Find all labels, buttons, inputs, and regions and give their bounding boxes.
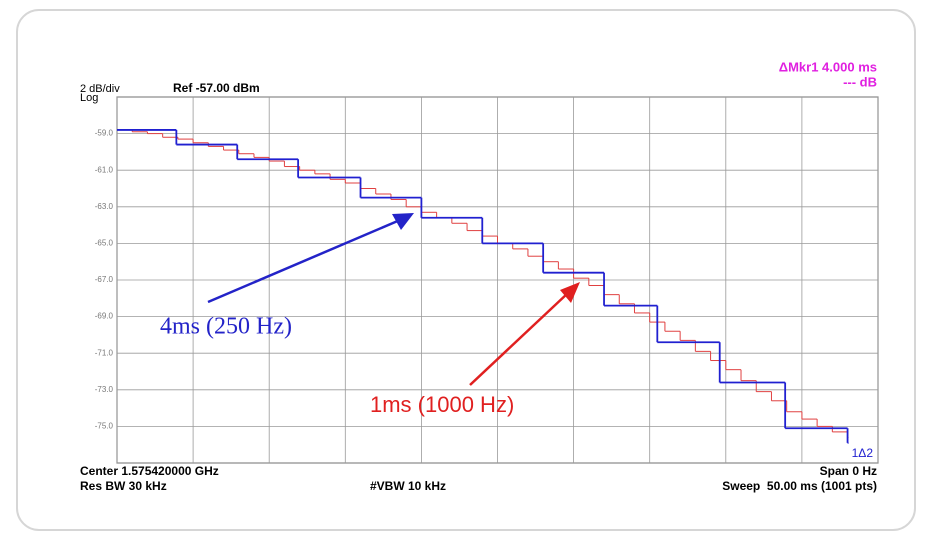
ref-label: Ref -57.00 dBm [173, 81, 260, 95]
annotation: 1ms (1000 Hz) [370, 392, 514, 417]
vbw-label: #VBW 10 kHz [370, 479, 446, 493]
y-tick-label: -69.0 [95, 312, 114, 321]
arrow-head-red [560, 282, 580, 303]
scale-label: 2 dB/div [80, 83, 120, 95]
marker-label: ΔMkr1 4.000 ms [779, 59, 877, 74]
y-tick-label: -75.0 [95, 422, 114, 431]
y-tick-label: -59.0 [95, 129, 114, 138]
y-tick-label: -71.0 [95, 348, 114, 357]
center-label: Center 1.575420000 GHz [80, 464, 219, 478]
analyzer-screen [75, 57, 881, 500]
y-tick-label: -67.0 [95, 275, 114, 284]
y-tick-label: -63.0 [95, 202, 114, 211]
marker-value: --- dB [843, 74, 877, 89]
arrow-blue [207, 218, 401, 304]
span-label: Span 0 Hz [820, 464, 877, 478]
y-tick-label: -73.0 [95, 385, 114, 394]
sweep-label: Sweep 50.00 ms (1001 pts) [722, 479, 877, 493]
rbw-label: Res BW 30 kHz [80, 479, 167, 493]
arrow-head-blue [392, 213, 414, 230]
arrow-red [469, 292, 569, 386]
y-tick-label: -61.0 [95, 165, 114, 174]
marker-tag: 1Δ2 [852, 446, 874, 460]
scale-type: Log [80, 92, 98, 104]
annotation: 4ms (250 Hz) [160, 314, 292, 340]
y-tick-label: -65.0 [95, 239, 114, 248]
